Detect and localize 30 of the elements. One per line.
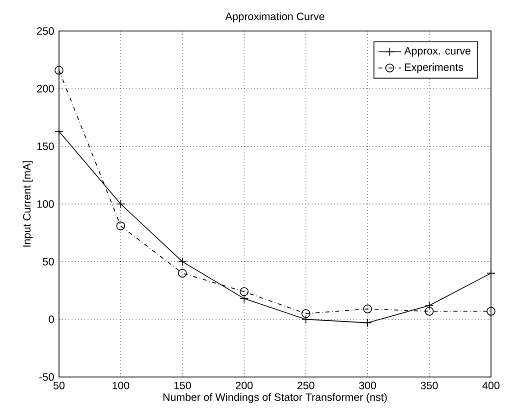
point: [486, 306, 496, 316]
point: [178, 257, 187, 266]
y-tick-label: 100: [37, 200, 54, 208]
point: [116, 222, 126, 230]
y-tick-label: 50: [42, 258, 54, 266]
point: [301, 314, 310, 324]
y-tick-label: 0: [48, 316, 54, 324]
legend-label: Experiments: [405, 63, 464, 74]
y-tick-label: 200: [37, 84, 54, 92]
y-tick-label: 250: [37, 27, 54, 35]
x-tick-label: 350: [420, 382, 438, 390]
y-tick-label: -50: [39, 373, 54, 381]
x-axis-title: Number of Windings of Stator Transformer (nst): [163, 393, 387, 404]
x-tick-label: 400: [482, 382, 500, 390]
x-tick-label: 150: [174, 382, 191, 390]
x-tick-label: 50: [53, 382, 65, 390]
point: [301, 309, 310, 318]
x-tick-label: 250: [298, 382, 314, 390]
x-tick-label: 200: [236, 382, 253, 390]
point: [240, 287, 249, 296]
x-tick-label: 100: [112, 382, 130, 390]
legend-label: Approx. curve: [404, 47, 470, 57]
y-tick-label: 150: [37, 142, 54, 150]
point: [54, 66, 64, 75]
x-tick-label: 300: [359, 382, 376, 390]
point: [363, 304, 372, 314]
point: [424, 306, 434, 316]
point: [178, 268, 187, 278]
chart-title: Approximation Curve: [225, 12, 324, 22]
y-axis-title: Input Current [mA]: [22, 161, 33, 247]
